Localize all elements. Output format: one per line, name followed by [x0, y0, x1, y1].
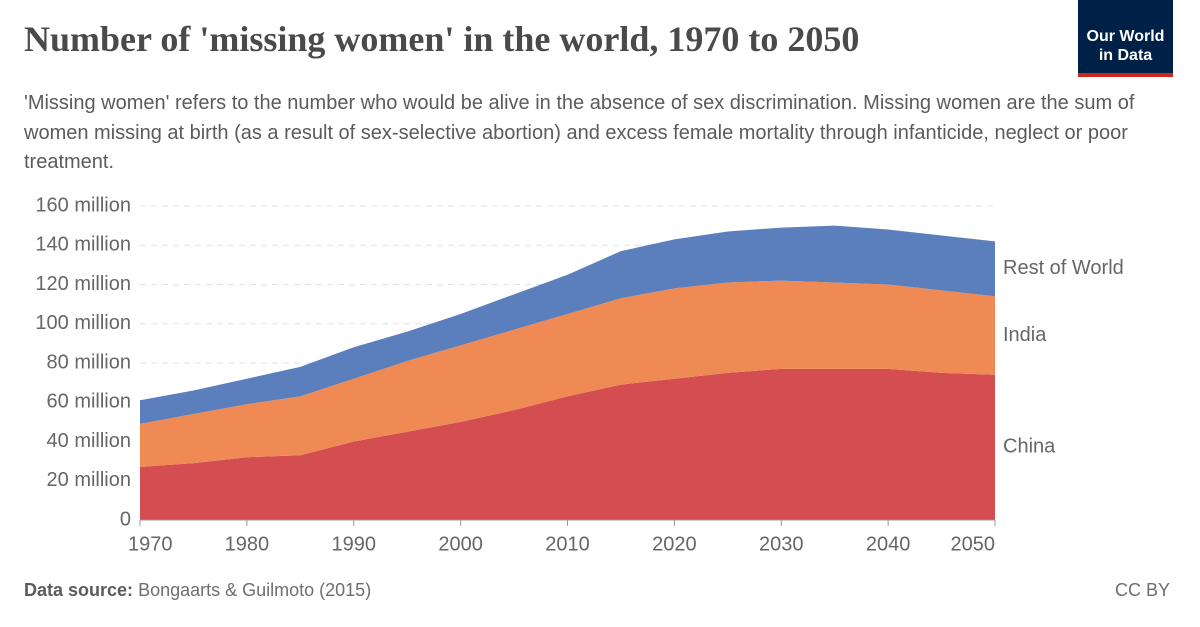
y-tick-label: 160 million: [35, 194, 131, 216]
x-tick-label: 1970: [128, 533, 173, 555]
logo[interactable]: Our World in Data: [1078, 0, 1173, 77]
legend-label: China: [1003, 436, 1056, 458]
legend-label: Rest of World: [1003, 257, 1124, 279]
chart-title: Number of 'missing women' in the world, …: [24, 19, 860, 59]
x-tick-label: 1990: [332, 533, 377, 555]
x-tick-label: 2050: [951, 533, 996, 555]
x-tick-label: 2000: [438, 533, 483, 555]
x-tick-label: 2030: [759, 533, 804, 555]
y-tick-label: 20 million: [47, 469, 131, 491]
license: CC BY: [1114, 580, 1170, 600]
y-tick-label: 120 million: [35, 273, 131, 295]
logo-line: in Data: [1098, 47, 1153, 64]
chart-subtitle: 'Missing women' refers to the number who…: [24, 92, 1135, 173]
area: [140, 225, 995, 424]
source: Bongaarts & Guilmoto (2015): [138, 580, 372, 600]
footer: Data source: Bongaarts & Guilmoto (2015): [24, 580, 371, 601]
x-tick-label: 2040: [866, 533, 911, 555]
chart: 0 20 million 40 million 60 million 80 millio…: [35, 194, 1124, 555]
y-tick-label: 60 million: [47, 391, 131, 413]
x-tick-label: 2020: [652, 533, 697, 555]
logo-line: Our World: [1086, 28, 1165, 45]
area: [140, 368, 995, 520]
legend-label: India: [1003, 324, 1047, 346]
x-tick-label: 1980: [225, 533, 270, 555]
area: [140, 280, 995, 468]
y-tick-label: 100 million: [35, 312, 131, 334]
x-tick-label: 2010: [545, 533, 590, 555]
y-tick-label: 140 million: [35, 234, 131, 256]
y-tick-label: 40 million: [47, 430, 131, 452]
y-tick-label: 80 million: [47, 351, 131, 373]
source-label: Data source:: [24, 580, 134, 600]
y-tick-label: 0: [120, 508, 131, 530]
